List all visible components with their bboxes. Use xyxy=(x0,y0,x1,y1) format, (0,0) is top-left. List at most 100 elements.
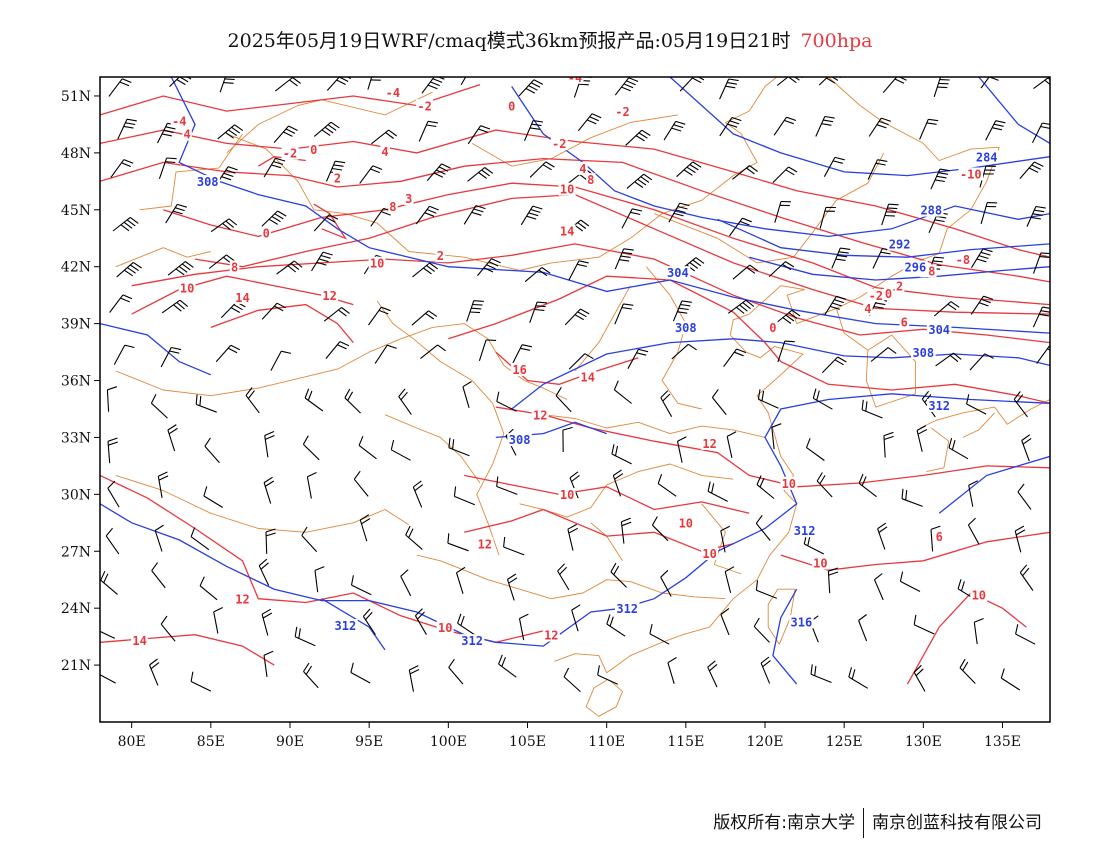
boundary-line xyxy=(701,503,742,575)
contour-label-bg xyxy=(507,433,532,447)
wind-barb xyxy=(529,161,555,178)
wind-barb xyxy=(344,388,361,414)
contour-label: 12 xyxy=(478,538,492,552)
wind-barb xyxy=(213,607,223,634)
wind-barb xyxy=(368,306,391,326)
wind-barb xyxy=(971,248,993,268)
wind-barb xyxy=(398,388,412,415)
wind-barb xyxy=(933,301,960,317)
contour-label: 2 xyxy=(334,171,341,185)
contour-label-bg xyxy=(789,615,814,629)
contour-label: 4 xyxy=(183,128,190,142)
contour-label-bg xyxy=(566,77,584,84)
wind-barb xyxy=(350,662,371,684)
wind-barb xyxy=(667,657,677,684)
lat-tick-label: 27N xyxy=(61,544,91,560)
wind-barb xyxy=(776,77,803,86)
contour-label-bg xyxy=(506,99,517,113)
wind-barb xyxy=(447,533,469,552)
lon-tick-label: 125E xyxy=(826,734,863,750)
contour-label: -2 xyxy=(869,289,883,303)
temperature-contour xyxy=(495,406,1050,488)
wind-barb xyxy=(350,575,372,596)
contour-label-bg xyxy=(899,315,910,329)
wind-barb xyxy=(620,517,632,544)
wind-barb xyxy=(374,344,397,364)
contour-label: 4 xyxy=(579,162,586,176)
wind-barb xyxy=(1000,668,1021,691)
contour-label: 10 xyxy=(679,517,693,531)
wind-barb xyxy=(824,295,847,316)
boundary-line xyxy=(585,679,623,717)
wind-barb xyxy=(524,267,551,283)
wind-barb xyxy=(1026,205,1046,227)
wind-barb xyxy=(217,124,244,140)
boundary-line xyxy=(416,554,726,600)
wind-barb xyxy=(726,431,737,459)
wind-barb xyxy=(969,353,994,371)
wind-barb xyxy=(668,202,690,223)
wind-barb xyxy=(882,77,907,94)
wind-barb xyxy=(919,118,939,140)
contour-label-bg xyxy=(459,634,485,648)
contour-label-bg xyxy=(332,171,343,185)
contour-label: 308 xyxy=(912,346,934,360)
wind-barb xyxy=(506,573,518,601)
wind-barb xyxy=(190,671,212,692)
contour-label: -10 xyxy=(960,168,982,182)
wind-barb xyxy=(261,608,273,636)
wind-barb xyxy=(562,426,573,453)
contour-label-bg xyxy=(586,173,596,187)
contour-label-bg xyxy=(281,146,299,160)
lon-tick-label: 130E xyxy=(905,734,942,750)
contour-label-bg xyxy=(309,142,319,156)
wind-barb xyxy=(720,525,731,553)
contour-label-bg xyxy=(926,399,952,412)
wind-barb xyxy=(557,563,570,591)
wind-barb xyxy=(503,536,525,556)
contour-label: 10 xyxy=(370,257,384,271)
contour-label-bg xyxy=(701,547,719,560)
wind-barb xyxy=(959,658,976,684)
wind-barb xyxy=(564,308,590,326)
contour-label-bg xyxy=(234,592,251,606)
temperature-contour xyxy=(906,592,1027,685)
wind-barb xyxy=(245,387,260,414)
contour-label: 14 xyxy=(235,291,249,305)
wind-barb xyxy=(455,566,466,594)
wind-barb xyxy=(105,527,120,555)
wind-barb xyxy=(518,79,544,97)
wind-barb xyxy=(1032,306,1050,328)
contour-label: 316 xyxy=(791,615,813,629)
wind-barb xyxy=(823,156,845,177)
boundary-line xyxy=(835,260,919,408)
boundary-line xyxy=(920,399,1050,429)
contour-label-bg xyxy=(792,524,817,538)
wind-barb xyxy=(100,674,116,684)
height-contour xyxy=(511,338,1050,410)
wind-barb xyxy=(933,77,950,97)
wind-barb xyxy=(100,570,118,595)
wind-barb xyxy=(273,125,298,143)
wind-barb xyxy=(707,481,728,502)
lat-tick-label: 21N xyxy=(61,658,91,674)
temperature-contour xyxy=(100,129,1050,258)
wind-barb xyxy=(498,654,517,678)
wind-barb xyxy=(420,344,446,360)
wind-barb xyxy=(160,346,182,368)
contour-label: 12 xyxy=(235,593,249,607)
contour-label-bg xyxy=(380,144,390,158)
wind-barb xyxy=(827,567,839,594)
wind-barb xyxy=(858,614,868,642)
wind-barb xyxy=(772,166,798,183)
contour-label: -2 xyxy=(552,137,566,151)
wind-barb xyxy=(294,626,316,647)
contour-label: 312 xyxy=(335,619,357,633)
lon-tick-label: 135E xyxy=(984,734,1021,750)
boundary-line xyxy=(764,77,778,87)
contour-label: -2 xyxy=(417,99,431,113)
wind-barb xyxy=(412,480,424,508)
wind-barb xyxy=(390,439,411,461)
contour-label-bg xyxy=(511,362,529,376)
wind-barb xyxy=(567,523,578,551)
